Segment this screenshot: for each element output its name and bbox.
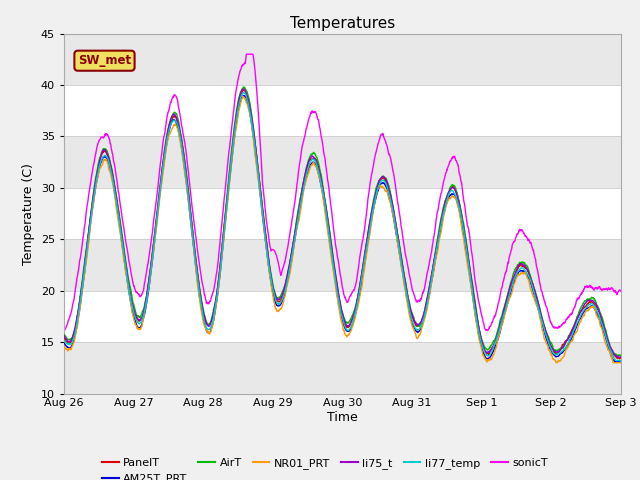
Legend: PanelT, AM25T_PRT, AirT, NR01_PRT, li75_t, li77_temp, sonicT: PanelT, AM25T_PRT, AirT, NR01_PRT, li75_… xyxy=(97,454,552,480)
Text: SW_met: SW_met xyxy=(78,54,131,67)
Bar xyxy=(64,136,621,188)
Bar xyxy=(64,342,621,394)
X-axis label: Time: Time xyxy=(327,411,358,424)
Bar xyxy=(64,34,621,85)
Bar xyxy=(64,240,621,291)
Y-axis label: Temperature (C): Temperature (C) xyxy=(22,163,35,264)
Title: Temperatures: Temperatures xyxy=(290,16,395,31)
